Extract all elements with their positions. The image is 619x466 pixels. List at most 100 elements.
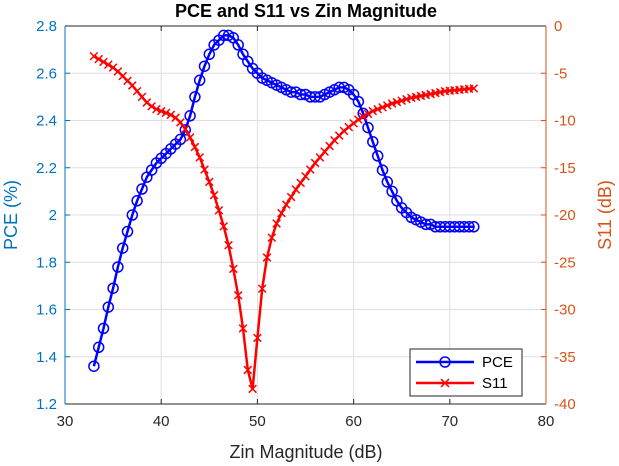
s11-data-point <box>233 290 243 300</box>
s11-data-point <box>397 96 407 106</box>
s11-data-point <box>219 221 229 231</box>
right-y-tick-label: -30 <box>554 302 576 319</box>
s11-data-point <box>214 205 224 215</box>
pce-data-point <box>102 301 115 313</box>
s11-data-point <box>291 185 301 194</box>
s11-data-point <box>267 233 277 243</box>
s11-data-point <box>243 365 253 375</box>
right-y-tick-label: -5 <box>554 65 567 82</box>
s11-data-point <box>382 101 392 110</box>
s11-data-point <box>301 171 310 181</box>
s11-data-point <box>253 333 262 343</box>
left-y-tick-label: 1.4 <box>36 349 57 366</box>
pce-data-point <box>198 60 211 72</box>
s11-data-point <box>387 99 397 108</box>
left-y-tick-label: 1.8 <box>36 254 57 271</box>
s11-data-point <box>469 84 479 93</box>
left-y-axis-label: PCE (%) <box>1 180 21 250</box>
s11-data-point <box>286 192 296 202</box>
s11-data-point <box>99 57 108 67</box>
chart-title: PCE and S11 vs Zin Magnitude <box>175 1 437 21</box>
pce-data-point <box>232 39 244 51</box>
x-tick-label: 40 <box>153 413 170 430</box>
right-y-tick-label: 0 <box>554 18 562 35</box>
x-tick-label: 60 <box>345 413 362 430</box>
legend-box <box>409 348 523 397</box>
pce-data-point <box>97 322 110 335</box>
x-tick-label: 80 <box>538 413 555 430</box>
left-y-tick-label: 2.8 <box>36 18 57 35</box>
pce-data-point <box>203 48 216 61</box>
x-axis-label: Zin Magnitude (dB) <box>229 442 382 462</box>
s11-data-point <box>363 109 373 119</box>
left-y-tick-label: 2 <box>49 207 57 224</box>
s11-data-point <box>238 324 248 333</box>
left-y-tick-label: 1.2 <box>36 396 57 413</box>
s11-data-point <box>349 118 358 128</box>
s11-data-point <box>176 118 185 127</box>
pce-data-point <box>367 136 379 148</box>
s11-data-point <box>373 104 383 114</box>
right-y-tick-label: -10 <box>554 113 576 130</box>
right-y-tick-label: -35 <box>554 349 576 366</box>
s11-data-point <box>209 190 219 200</box>
left-y-tick-label: 2.6 <box>36 65 57 82</box>
s11-data-point <box>257 284 267 294</box>
pce-data-point <box>131 195 143 207</box>
pce-data-point <box>121 225 134 238</box>
pce-data-point <box>352 95 365 108</box>
s11-data-point <box>392 97 402 107</box>
x-tick-label: 30 <box>57 413 74 430</box>
s11-data-point <box>166 110 176 120</box>
pce-data-point <box>189 91 201 103</box>
right-y-tick-label: -15 <box>554 160 576 177</box>
s11-data-point <box>195 153 205 162</box>
s11-data-point <box>248 384 257 394</box>
pce-data-point <box>362 121 374 134</box>
s11-data-point <box>89 51 99 61</box>
s11-data-point <box>204 177 214 187</box>
s11-data-point <box>296 178 306 188</box>
right-y-axis-label: S11 (dB) <box>595 180 615 250</box>
s11-data-point <box>190 142 200 152</box>
pce-data-point <box>184 110 196 122</box>
pce-data-point <box>116 242 129 254</box>
s11-data-point <box>185 133 195 142</box>
pce-data-point <box>174 133 187 146</box>
legend-s11-label: S11 <box>482 375 508 392</box>
s11-data-point <box>368 106 378 116</box>
s11-data-point <box>161 108 171 118</box>
pce-data-point <box>468 221 480 233</box>
left-y-tick-label: 2.4 <box>36 113 57 130</box>
x-tick-label: 50 <box>249 413 266 430</box>
s11-data-point <box>200 165 209 174</box>
left-y-tick-label: 2.2 <box>36 160 57 177</box>
s11-data-point <box>228 264 238 274</box>
s11-data-point <box>262 253 272 262</box>
s11-data-point <box>156 106 166 116</box>
s11-data-point <box>272 219 281 228</box>
pce-data-point <box>193 74 206 87</box>
s11-data-point <box>305 165 315 174</box>
pce-data-point <box>107 282 119 294</box>
plot-series <box>88 29 480 394</box>
s11-data-point <box>103 60 113 70</box>
pce-data-point <box>88 360 100 372</box>
pce-data-point <box>112 261 124 273</box>
right-y-tick-label: -40 <box>554 396 576 413</box>
s11-data-point <box>378 102 387 112</box>
s11-data-point <box>224 240 233 250</box>
s11-data-point <box>358 112 368 122</box>
s11-data-point <box>354 115 363 124</box>
legend-pce-label: PCE <box>482 354 513 371</box>
s11-data-point <box>180 124 190 134</box>
s11-data-point <box>94 54 104 64</box>
s11-data-point <box>281 200 291 209</box>
pce-data-point <box>126 209 139 221</box>
s11-data-point <box>152 104 161 114</box>
pce-data-point <box>92 341 105 354</box>
x-tick-label: 70 <box>441 413 458 430</box>
pce-data-point <box>386 185 398 198</box>
